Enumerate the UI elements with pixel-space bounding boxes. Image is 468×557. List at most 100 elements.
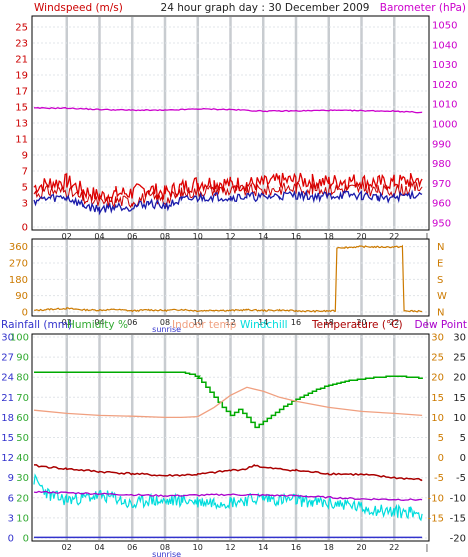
temperature-tick-label: -15 [450,513,466,524]
barometer-line [33,107,423,114]
barometer-tick-label: 1020 [432,80,457,91]
x-tick-label: 04 [94,232,104,241]
barometer-tick-label: 1010 [432,100,457,111]
rainfall-tick-label: 0 [8,534,14,545]
temperature-tick-label: 5 [460,433,466,444]
temperature-tick-label: 25 [453,353,466,364]
windspeed-tick-label: 23 [15,39,28,50]
windspeed-tick-label: 19 [15,71,28,82]
winddir-tick-label: 90 [15,291,28,302]
x-tick-label: 20 [356,543,366,552]
windchill-line [33,473,423,522]
rainfall-tick-label: 24 [1,373,14,384]
rainfall-tick-label: 12 [1,453,14,464]
indoor-temp-tick-label: 25 [431,353,444,364]
barometer-tick-label: 980 [432,159,451,170]
compass-tick-label: N [437,242,444,253]
temperature-axis-label: Temperature (°C) [311,319,403,331]
barometer-tick-label: 990 [432,139,451,150]
x-tick-label: 02 [62,232,72,241]
x-tick-label: 18 [324,318,334,327]
humidity-tick-label: 90 [16,353,29,364]
humidity-tick-label: 60 [16,413,29,424]
x-tick-label: 16 [291,318,301,327]
x-tick-label: 08 [160,232,170,241]
windspeed-tick-label: 7 [22,167,28,178]
windspeed-tick-label: 17 [15,87,28,98]
x-tick-label: 10 [193,318,203,327]
windspeed-tick-label: 9 [22,151,28,162]
compass-tick-label: W [437,291,447,302]
indoor-temp-tick-label: 20 [431,373,444,384]
winddir-tick-label: 180 [9,275,28,286]
compass-tick-label: S [437,275,443,286]
x-tick-label: 14 [258,232,268,241]
indoor-temp-axis-label: Indoor temp [172,319,237,331]
temperature-tick-label: 10 [453,413,466,424]
rainfall-tick-label: 15 [1,433,14,444]
humidity-axis-label: Humidity % [67,319,128,331]
sunrise-label: sunrise [152,325,181,334]
compass-tick-label: E [437,258,443,269]
temperature-tick-label: -5 [456,473,466,484]
humidity-tick-label: 80 [16,373,29,384]
x-tick-label: 08 [160,318,170,327]
temperature-tick-label: 0 [460,453,466,464]
rainfall-tick-label: 9 [8,473,14,484]
x-tick-label: 06 [127,543,137,552]
compass-tick-label: N [437,308,444,319]
humidity-line [34,371,423,429]
indoor-temp-tick-label: 30 [431,333,444,344]
x-tick-label: 22 [389,318,399,327]
x-end-tick-label: | [426,543,429,552]
windspeed-tick-label: 21 [15,55,28,66]
x-tick-label: 20 [356,318,366,327]
windspeed-line [33,181,423,209]
x-tick-label: 10 [193,543,203,552]
temperature-tick-label: -20 [450,534,466,545]
winddir-tick-label: 270 [9,258,28,269]
windspeed-tick-label: 13 [15,119,28,130]
indoor-temp-tick-label: 0 [438,453,444,464]
dew-point-line [33,490,423,501]
windspeed-tick-label: 3 [22,199,28,210]
indoor-temp-tick-label: -10 [428,493,444,504]
barometer-tick-label: 1050 [432,20,457,31]
windspeed-tick-label: 25 [15,23,28,34]
x-end-tick-label: | [426,318,429,327]
temperature-tick-label: 20 [453,373,466,384]
rainfall-tick-label: 27 [1,353,14,364]
humidity-tick-label: 40 [16,453,29,464]
x-tick-label: 08 [160,543,170,552]
humidity-tick-label: 10 [16,513,29,524]
barometer-tick-label: 960 [432,199,451,210]
x-tick-label: 02 [62,543,72,552]
x-tick-label: 10 [193,232,203,241]
x-tick-label: 14 [258,318,268,327]
x-tick-label: 16 [291,232,301,241]
rainfall-axis-label: Rainfall (mm) [1,319,72,331]
humidity-tick-label: 0 [23,534,29,545]
x-tick-label: 04 [94,318,104,327]
wind-direction-line [33,244,423,313]
winddir-tick-label: 360 [9,242,28,253]
rainfall-tick-label: 21 [1,393,14,404]
x-tick-label: 02 [62,318,72,327]
humidity-tick-label: 20 [16,493,29,504]
barometer-tick-label: 1030 [432,60,457,71]
x-tick-label: 06 [127,318,137,327]
x-tick-label: 16 [291,543,301,552]
indoor-temp-line [33,386,423,419]
dew-point-axis-label: Dew Point [414,319,467,331]
x-tick-label: 06 [127,232,137,241]
windspeed-tick-label: 0 [22,223,28,234]
windspeed-axis-label: Windspeed (m/s) [34,2,123,14]
x-tick-label: 20 [356,232,366,241]
winddir-tick-label: 0 [22,308,28,319]
barometer-axis-label: Barometer (hPa) [380,2,466,14]
sunrise-label: sunrise [152,550,181,557]
barometer-tick-label: 1000 [432,119,457,130]
x-end-tick-label: | [426,232,429,241]
x-tick-label: 18 [324,543,334,552]
